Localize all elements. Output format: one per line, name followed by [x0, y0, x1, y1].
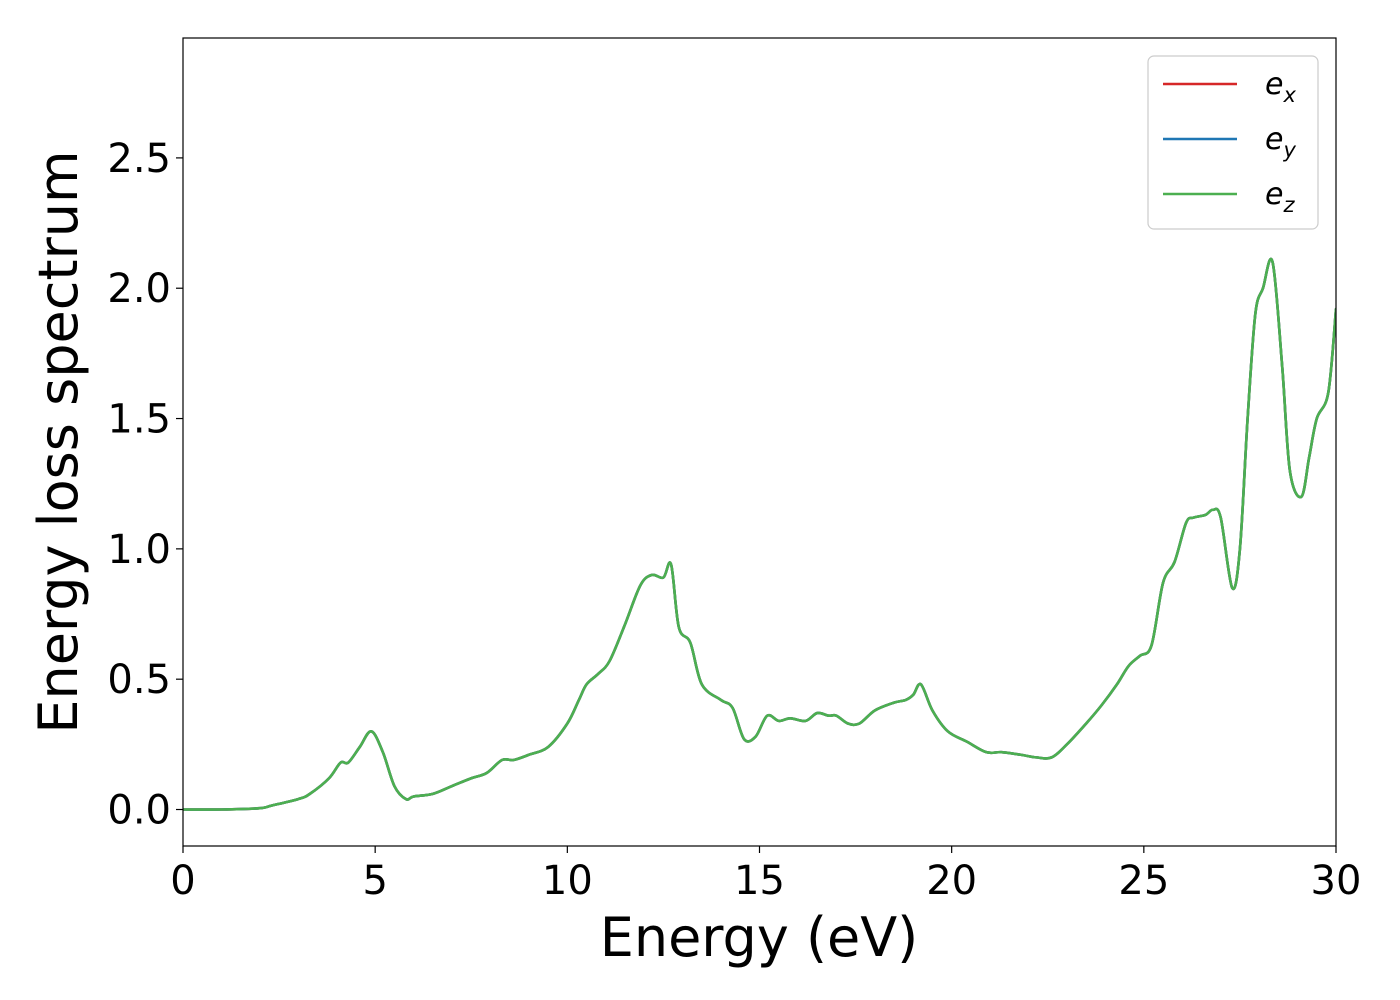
- x-tick-label: 10: [542, 858, 593, 904]
- x-tick-label: 0: [170, 858, 195, 904]
- series-layer: [183, 257, 1336, 811]
- legend: ex ey ez: [1147, 55, 1319, 230]
- y-tick-label: 0.5: [107, 657, 171, 703]
- x-tick-label: 30: [1311, 858, 1362, 904]
- y-tick-label: 1.5: [107, 397, 171, 443]
- legend-label: ez: [1265, 177, 1295, 217]
- x-tick-label: 15: [734, 858, 785, 904]
- legend-frame: [1147, 55, 1319, 230]
- x-tick-label: 20: [926, 858, 977, 904]
- x-tick-label: 25: [1118, 858, 1169, 904]
- y-axis-ticks: 0.0 0.5 1.0 1.5 2.0 2.5: [107, 136, 183, 834]
- legend-label: ey: [1265, 122, 1296, 162]
- legend-label: ex: [1265, 67, 1296, 107]
- y-tick-label: 2.0: [107, 266, 171, 312]
- plot-background: [183, 38, 1336, 846]
- series-line-e-z: [183, 257, 1336, 811]
- y-tick-label: 0.0: [107, 788, 171, 834]
- x-axis-ticks: 0 5 10 15 20 25 30: [170, 846, 1361, 904]
- x-tick-label: 5: [362, 858, 387, 904]
- y-axis-label: Energy loss spectrum: [27, 150, 90, 733]
- x-axis-label: Energy (eV): [600, 906, 919, 969]
- y-tick-label: 1.0: [107, 527, 171, 573]
- y-tick-label: 2.5: [107, 136, 171, 182]
